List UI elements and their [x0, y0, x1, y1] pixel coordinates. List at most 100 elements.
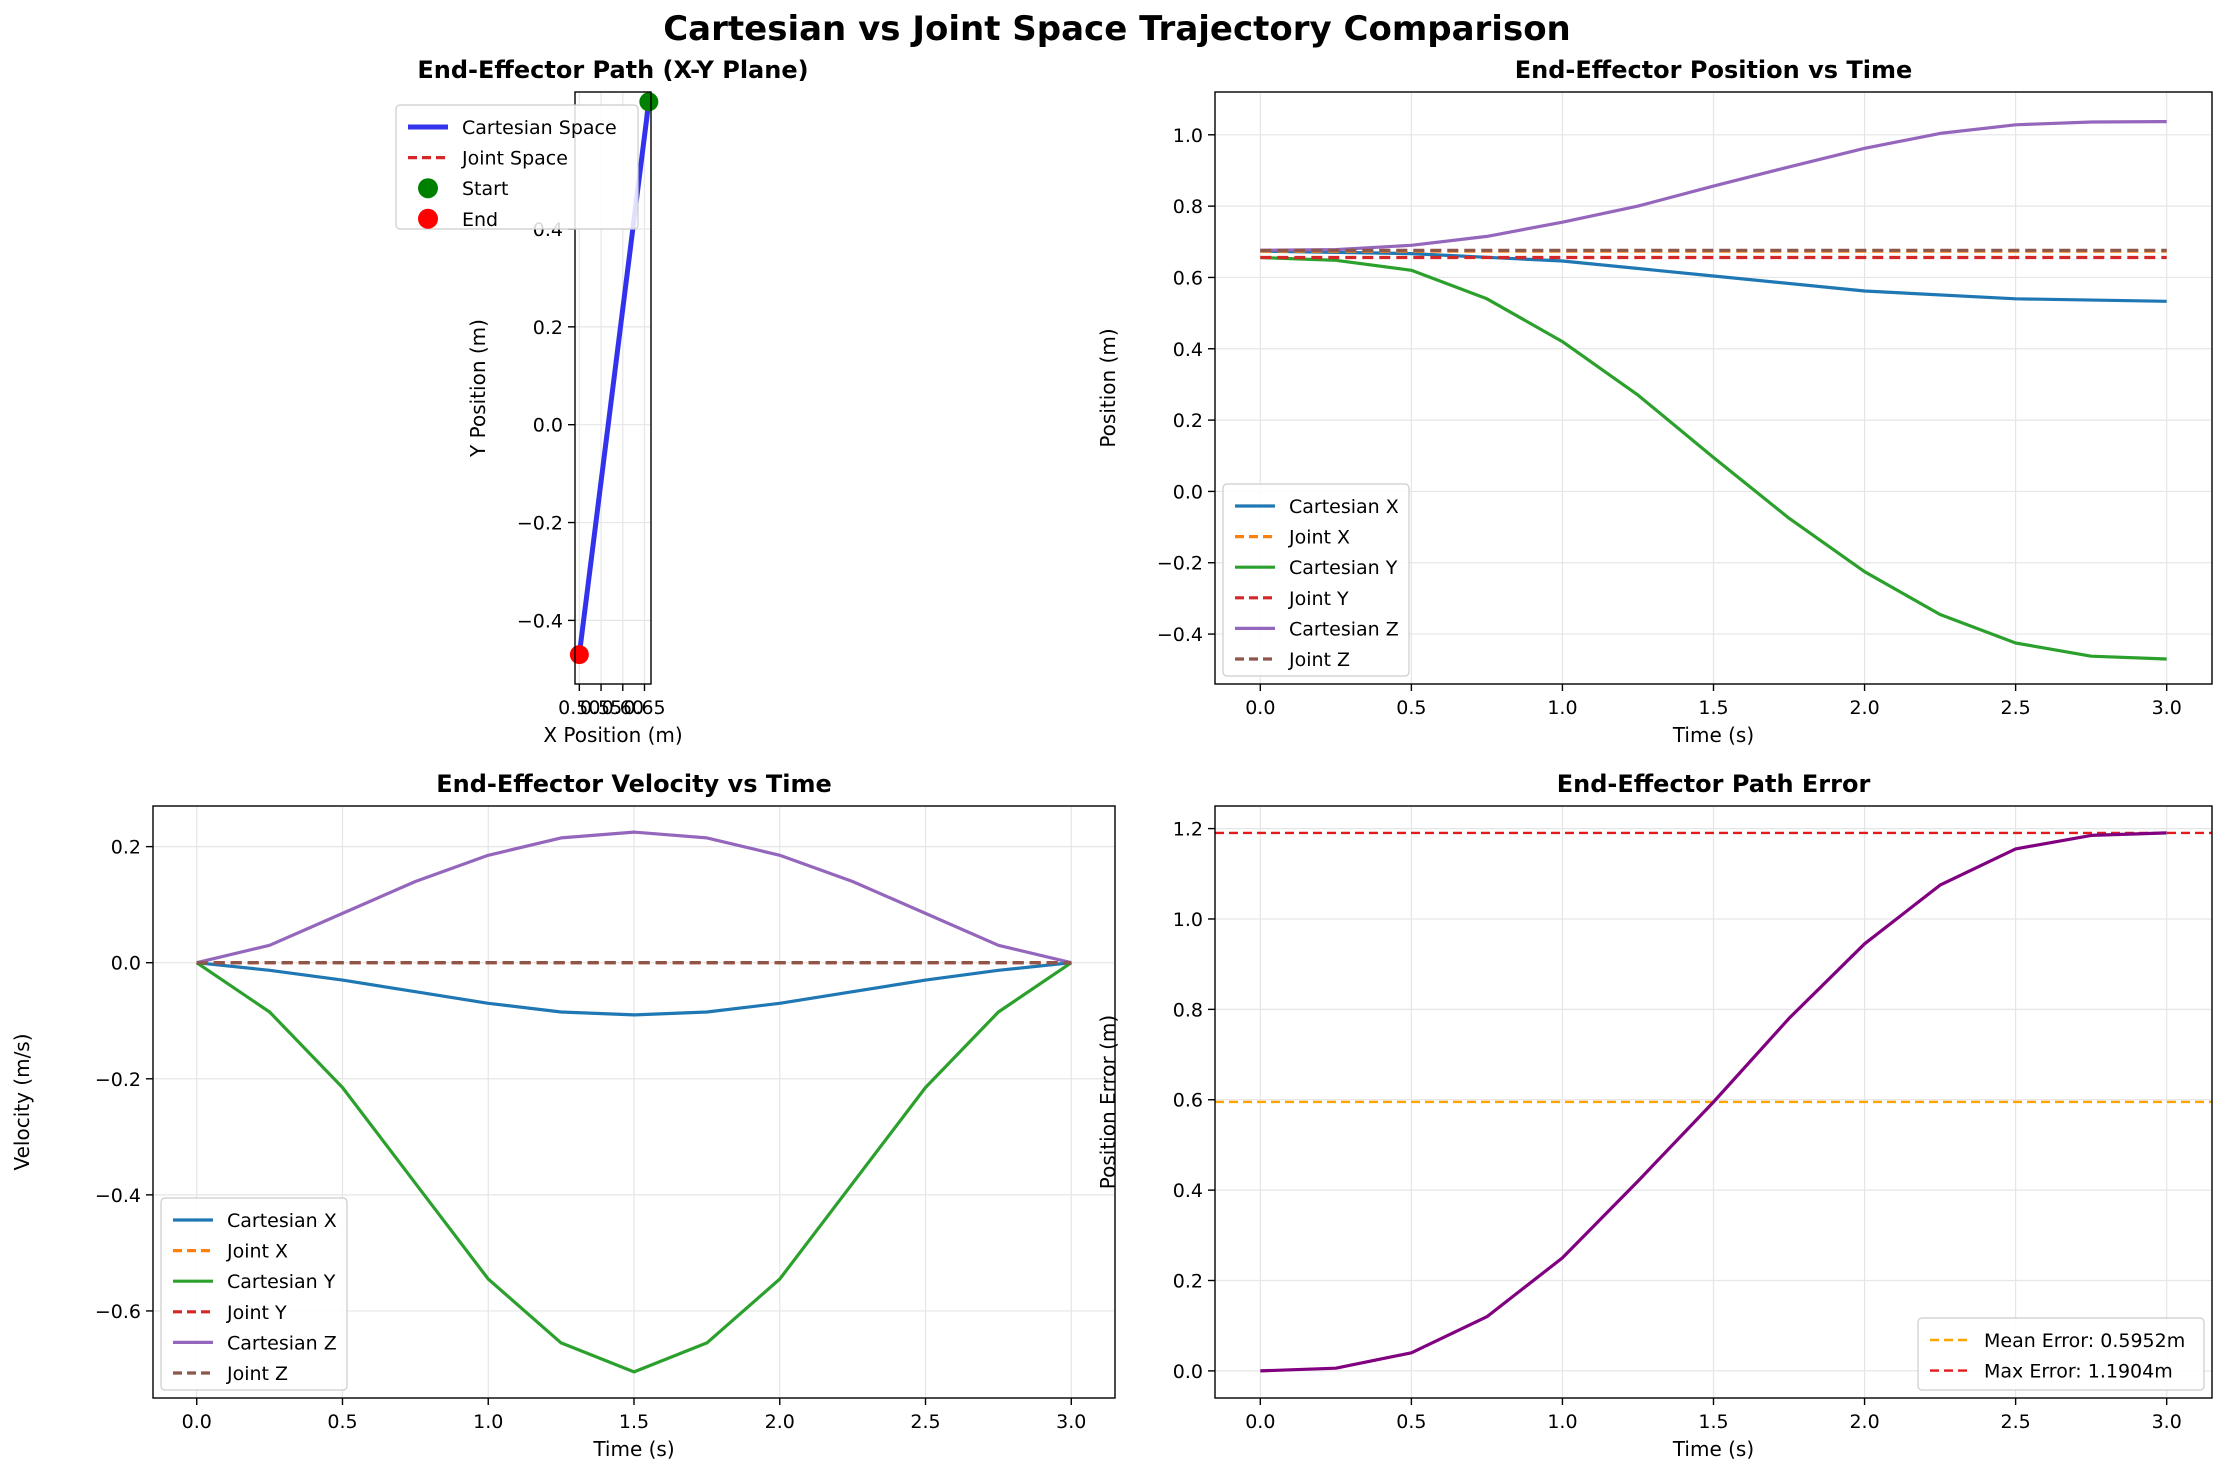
panel-xy-path: 0.500.550.600.65−0.4−0.20.00.20.4End-Eff…: [395, 56, 809, 747]
x-tick-label: 1.5: [1698, 697, 1728, 719]
y-tick-label: 0.8: [1173, 999, 1203, 1021]
legend-label-end: End: [462, 209, 498, 231]
legend: Cartesian X Joint X Cartesian Y Joint Y Cart…: [160, 1197, 348, 1391]
plot-area: [195, 830, 1073, 1374]
x-tick-label: 1.0: [1547, 697, 1577, 719]
legend-label-joint-space: Joint Space: [461, 148, 568, 170]
y-tick-label: 0.0: [1173, 481, 1203, 503]
y-axis-label: Position (m): [1096, 328, 1120, 447]
axes-frame: [574, 91, 652, 685]
y-tick-label: 0.0: [533, 415, 563, 437]
x-axis-label: Time (s): [1672, 723, 1754, 747]
panel-title: End-Effector Path Error: [1557, 770, 1871, 798]
x-tick-label: 0.5: [1396, 697, 1426, 719]
y-tick-label: −0.2: [1157, 553, 1203, 575]
x-tick-label: 0.60: [602, 697, 644, 719]
y-tick-label: −0.2: [517, 513, 563, 535]
legend-label-joint-y: Joint Y: [226, 1302, 287, 1324]
x-tick-label: 2.0: [765, 1411, 795, 1433]
series-cartesian-x: [196, 961, 1072, 1017]
x-tick-label: 0.5: [1396, 1411, 1426, 1433]
y-tick-label: 0.8: [1173, 196, 1203, 218]
y-axis-label: Position Error (m): [1096, 1015, 1120, 1189]
y-tick-label: 0.0: [1173, 1361, 1203, 1383]
x-tick-label: 0.0: [1245, 697, 1275, 719]
legend-label-cartesian-x: Cartesian X: [227, 1210, 337, 1232]
series-cartesian-y: [195, 961, 1073, 1374]
x-tick-label: 3.0: [1056, 1411, 1086, 1433]
x-tick-label: 1.5: [619, 1411, 649, 1433]
panel-title: End-Effector Velocity vs Time: [436, 770, 831, 798]
y-tick-label: −0.4: [95, 1185, 141, 1207]
y-axis-label: Velocity (m/s): [10, 1033, 34, 1170]
y-tick-label: 0.4: [1173, 1180, 1203, 1202]
panel-title: End-Effector Position vs Time: [1515, 56, 1913, 84]
legend-box: [395, 104, 639, 230]
legend-label-cartesian-z: Cartesian Z: [227, 1332, 337, 1354]
legend-marker-end: [418, 208, 438, 229]
x-tick-label: 2.5: [2001, 1411, 2031, 1433]
x-tick-label: 0.55: [580, 697, 622, 719]
legend-label-start: Start: [462, 178, 508, 200]
legend-label-joint-x: Joint X: [226, 1241, 288, 1263]
y-tick-label: 1.0: [1173, 125, 1203, 147]
series-cartesian-x: [1260, 249, 2167, 303]
legend: Cartesian Space Joint Space Start End: [395, 104, 639, 231]
y-tick-label: 0.2: [1173, 410, 1203, 432]
legend-label-cartesian-y: Cartesian Y: [1289, 557, 1398, 579]
legend-label-joint-x: Joint X: [1288, 527, 1350, 549]
series-error-line: [1260, 831, 2167, 1373]
legend: Cartesian X Joint X Cartesian Y Joint Y Cart…: [1222, 483, 1410, 677]
plot-area: [1215, 831, 2212, 1373]
legend-label-joint-y: Joint Y: [1288, 588, 1349, 610]
y-tick-label: −0.4: [1157, 624, 1203, 646]
legend-label-mean-error-0-5952m: Mean Error: 0.5952m: [1984, 1330, 2185, 1352]
y-tick-label: 0.2: [111, 837, 141, 859]
panel-title: End-Effector Path (X-Y Plane): [417, 56, 808, 84]
legend-label-cartesian-x: Cartesian X: [1289, 496, 1399, 518]
series-cartesian-y: [1260, 255, 2167, 661]
y-tick-label: 0.4: [1173, 339, 1203, 361]
legend-marker-start: [418, 178, 438, 199]
series-cartesian-z: [196, 830, 1072, 965]
panel-position-vs-time: 0.0 0.5 1.0 1.5 2.0 2.5 3.0 −0.4 −0.2 0.0 0.2 0.4 0.…: [1096, 56, 2213, 747]
y-tick-label: −0.6: [95, 1301, 141, 1323]
y-tick-label: 0.2: [533, 317, 563, 339]
y-tick-label: −0.2: [95, 1069, 141, 1091]
x-tick-label: 0.0: [182, 1411, 212, 1433]
legend-label-cartesian-y: Cartesian Y: [227, 1271, 336, 1293]
x-axis-label: Time (s): [1672, 1437, 1754, 1461]
y-tick-label: 1.0: [1173, 909, 1203, 931]
x-tick-label: 3.0: [2152, 1411, 2182, 1433]
y-tick-label: −0.4: [517, 610, 563, 632]
marker-end: [569, 645, 589, 665]
x-tick-label: 0.0: [1245, 1411, 1275, 1433]
x-tick-label: 1.5: [1698, 1411, 1728, 1433]
y-tick-label: 0.6: [1173, 267, 1203, 289]
x-tick-label: 1.0: [473, 1411, 503, 1433]
y-axis-label: Y Position (m): [466, 319, 490, 458]
series-cartesian-z: [1260, 120, 2167, 252]
legend-label-max-error-1-1904m: Max Error: 1.1904m: [1984, 1361, 2173, 1383]
legend-label-cartesian-space: Cartesian Space: [462, 117, 617, 139]
figure-title: Cartesian vs Joint Space Trajectory Comp…: [663, 9, 1571, 49]
x-tick-label: 0.50: [558, 697, 600, 719]
x-tick-label: 0.5: [327, 1411, 357, 1433]
y-tick-label: 0.0: [111, 953, 141, 975]
x-tick-label: 2.0: [1849, 1411, 1879, 1433]
x-tick-label: 2.5: [2001, 697, 2031, 719]
legend-box: [1917, 1317, 2205, 1391]
plot-area: [1260, 120, 2167, 661]
marker-start: [639, 92, 659, 112]
panel-path-error: 0.0 0.5 1.0 1.5 2.0 2.5 3.0 0.0 0.2 0.4 0.6 0.8 1.0 1…: [1096, 770, 2213, 1461]
y-tick-label: 1.2: [1173, 819, 1203, 841]
x-tick-label: 1.0: [1547, 1411, 1577, 1433]
x-tick-label: 2.0: [1849, 697, 1879, 719]
y-tick-label: 0.2: [1173, 1271, 1203, 1293]
legend-label-joint-z: Joint Z: [1288, 649, 1350, 671]
legend-label-cartesian-z: Cartesian Z: [1289, 618, 1399, 640]
x-tick-label: 2.5: [910, 1411, 940, 1433]
y-tick-label: 0.6: [1173, 1090, 1203, 1112]
legend: Mean Error: 0.5952m Max Error: 1.1904m: [1917, 1317, 2205, 1391]
